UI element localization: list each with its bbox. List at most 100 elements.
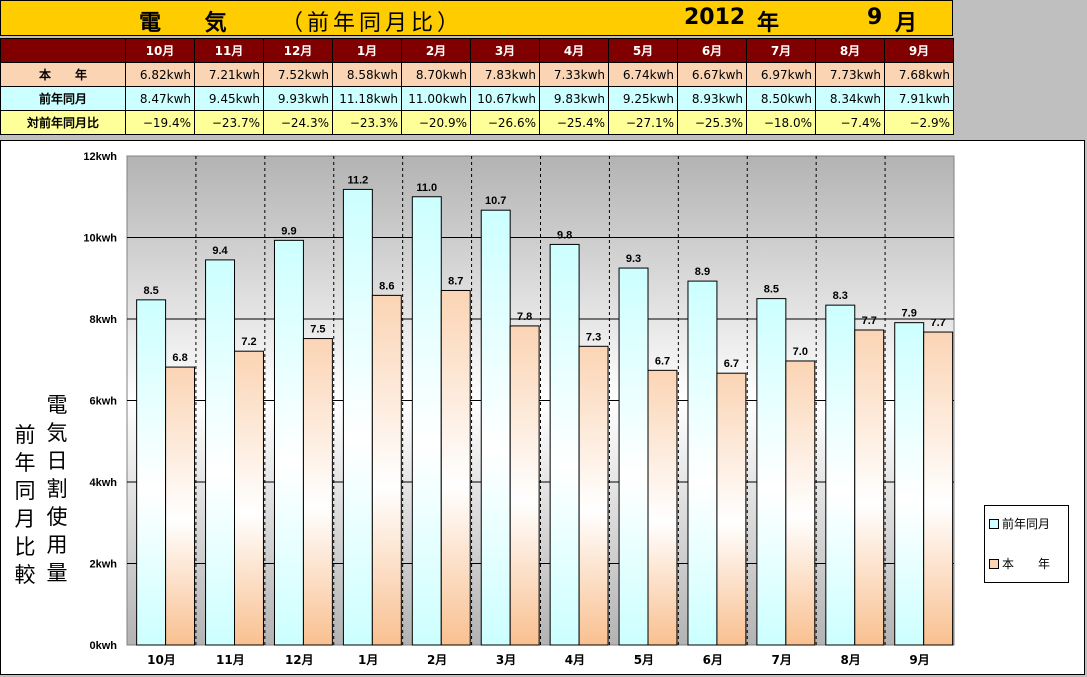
bar-chart: 8.5 6.8 9.4 7.2 9.9 7.5 11.2 8.6 11.0 8.7 10.7 7.8 9… bbox=[83, 151, 955, 667]
report-month: 9 bbox=[867, 5, 883, 30]
y-tick-label: 12kwh bbox=[83, 151, 117, 163]
bar bbox=[785, 360, 816, 646]
bar bbox=[618, 267, 649, 646]
table-cell: 10.67kwh bbox=[470, 86, 540, 111]
x-tick-label: 5月 bbox=[634, 653, 654, 667]
table-cell: −25.3% bbox=[677, 110, 747, 135]
table-row-previous-year: 前年同月 8.47kwh 9.45kwh 9.93kwh 11.18kwh 11… bbox=[0, 86, 954, 111]
data-label: 8.5 bbox=[764, 284, 779, 296]
bar bbox=[716, 372, 747, 646]
table-cell: 7.21kwh bbox=[194, 62, 264, 87]
x-tick-label: 6月 bbox=[703, 653, 723, 667]
month-header: 12月 bbox=[263, 38, 333, 63]
data-label: 9.8 bbox=[557, 229, 572, 241]
table-cell: −20.9% bbox=[401, 110, 471, 135]
month-header: 6月 bbox=[677, 38, 747, 63]
table-cell: 11.00kwh bbox=[401, 86, 471, 111]
bar bbox=[411, 196, 442, 646]
table-cell: 8.58kwh bbox=[332, 62, 402, 87]
table-cell: 7.68kwh bbox=[884, 62, 954, 87]
data-label: 7.7 bbox=[862, 315, 877, 327]
bar bbox=[302, 338, 333, 646]
table-cell: −27.1% bbox=[608, 110, 678, 135]
data-label: 7.2 bbox=[241, 336, 256, 348]
table-cell: 9.25kwh bbox=[608, 86, 678, 111]
bar bbox=[647, 369, 678, 646]
legend-label: 本 年 bbox=[1002, 557, 1051, 571]
table-cell: 9.93kwh bbox=[263, 86, 333, 111]
month-header: 7月 bbox=[746, 38, 816, 63]
bar bbox=[342, 188, 373, 646]
axes: 0kwh 2kwh 4kwh 6kwh 8kwh 10kwh 12kwh 10月 11月 12月 1… bbox=[83, 151, 929, 667]
table-cell: −25.4% bbox=[539, 110, 609, 135]
table-corner-cell bbox=[0, 38, 126, 63]
data-label: 11.2 bbox=[347, 174, 368, 186]
table-cell: 6.97kwh bbox=[746, 62, 816, 87]
legend: 前年同月 本 年 bbox=[984, 505, 1069, 583]
bars: 8.5 6.8 9.4 7.2 9.9 7.5 11.2 8.6 11.0 8.7 10.7 7.8 9… bbox=[136, 174, 954, 646]
table-cell: 8.70kwh bbox=[401, 62, 471, 87]
data-label: 6.7 bbox=[655, 355, 670, 367]
table-cell: −18.0% bbox=[746, 110, 816, 135]
table-cell: 7.52kwh bbox=[263, 62, 333, 87]
x-tick-label: 10月 bbox=[147, 653, 176, 667]
legend-swatch bbox=[989, 519, 999, 529]
report-year-suffix: 年 bbox=[757, 11, 780, 36]
table-cell: 8.50kwh bbox=[746, 86, 816, 111]
table-row-ratio: 対前年同月比 −19.4% −23.7% −24.3% −23.3% −20.9… bbox=[0, 110, 954, 135]
table-cell: −23.3% bbox=[332, 110, 402, 135]
report-month-suffix: 月 bbox=[895, 11, 918, 36]
x-tick-label: 3月 bbox=[496, 653, 516, 667]
bar bbox=[205, 259, 236, 646]
table-row-current-year: 本 年 6.82kwh 7.21kwh 7.52kwh 8.58kwh 8.70… bbox=[0, 62, 954, 87]
table-cell: −23.7% bbox=[194, 110, 264, 135]
data-label: 8.7 bbox=[448, 275, 463, 287]
table-cell: 8.93kwh bbox=[677, 86, 747, 111]
bar bbox=[756, 298, 787, 646]
month-header: 10月 bbox=[125, 38, 195, 63]
month-header: 2月 bbox=[401, 38, 471, 63]
bar bbox=[273, 239, 304, 646]
bar bbox=[136, 299, 167, 646]
y-tick-label: 4kwh bbox=[89, 477, 117, 489]
table-cell: 7.83kwh bbox=[470, 62, 540, 87]
legend-label: 前年同月 bbox=[1002, 517, 1051, 531]
table-cell: 7.91kwh bbox=[884, 86, 954, 111]
y-tick-label: 2kwh bbox=[89, 559, 117, 571]
data-label: 7.8 bbox=[517, 311, 532, 323]
table-header-row: 10月 11月 12月 1月 2月 3月 4月 5月 6月 7月 8月 9月 bbox=[0, 38, 954, 63]
data-label: 6.7 bbox=[724, 358, 739, 370]
bar bbox=[825, 304, 856, 646]
bar bbox=[480, 209, 511, 646]
bar bbox=[234, 350, 264, 646]
report-title: 電 気 bbox=[139, 11, 245, 36]
comparison-table: 10月 11月 12月 1月 2月 3月 4月 5月 6月 7月 8月 9月 本… bbox=[0, 38, 954, 135]
gridlines bbox=[127, 156, 954, 645]
data-label: 8.6 bbox=[379, 280, 394, 292]
x-tick-label: 9月 bbox=[909, 653, 929, 667]
table-cell: 9.45kwh bbox=[194, 86, 264, 111]
table-cell: 7.73kwh bbox=[815, 62, 885, 87]
legend-item-current-year: 本 年 bbox=[989, 555, 1050, 572]
data-label: 11.0 bbox=[416, 182, 437, 194]
data-label: 7.3 bbox=[586, 331, 601, 343]
x-tick-label: 4月 bbox=[565, 653, 585, 667]
report-subtitle: （前年同月比） bbox=[281, 11, 464, 36]
bar bbox=[854, 329, 885, 646]
month-header: 11月 bbox=[194, 38, 264, 63]
data-label: 7.0 bbox=[793, 346, 808, 358]
data-label: 6.8 bbox=[172, 352, 187, 364]
bar bbox=[549, 243, 580, 646]
bar bbox=[894, 322, 925, 646]
table-cell: 8.34kwh bbox=[815, 86, 885, 111]
bar bbox=[165, 366, 196, 646]
row-label: 対前年同月比 bbox=[0, 110, 126, 135]
x-tick-label: 11月 bbox=[216, 653, 245, 667]
y-tick-label: 6kwh bbox=[89, 396, 117, 408]
legend-item-previous-year: 前年同月 bbox=[989, 515, 1050, 532]
bar bbox=[371, 294, 402, 646]
data-label: 8.5 bbox=[143, 285, 158, 297]
month-header: 3月 bbox=[470, 38, 540, 63]
y-tick-label: 0kwh bbox=[89, 640, 117, 652]
y-axis-label-outer: 前年同月比較 bbox=[14, 423, 36, 587]
